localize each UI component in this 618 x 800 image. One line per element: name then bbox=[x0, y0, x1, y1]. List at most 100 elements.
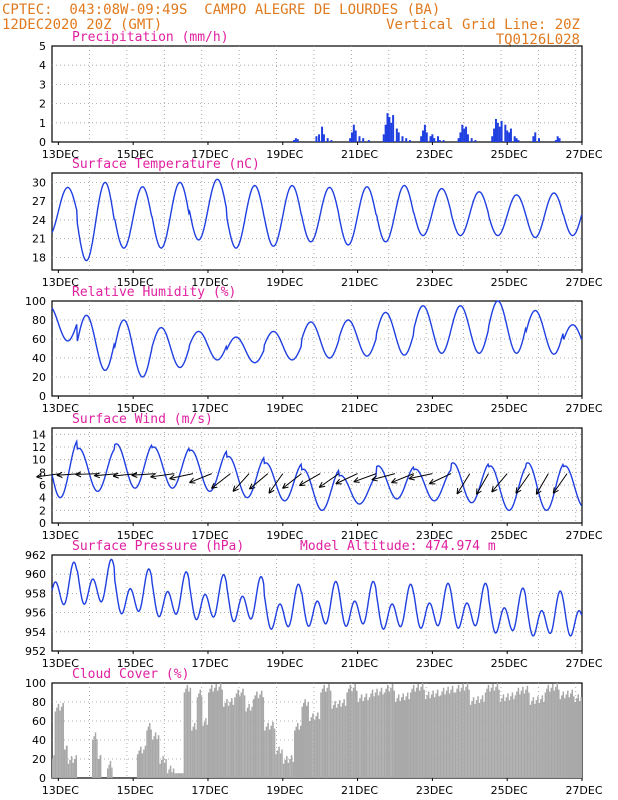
cloud-bar bbox=[149, 722, 151, 778]
cloud-bar bbox=[514, 695, 517, 778]
y-tick-label-precip: 3 bbox=[39, 78, 46, 91]
cloud-bar bbox=[523, 693, 526, 778]
cloud-bar bbox=[568, 697, 571, 778]
cloud-bar bbox=[70, 756, 73, 778]
precip-bar bbox=[315, 136, 318, 142]
panel-title-wind: Surface Wind (m/s) bbox=[72, 412, 213, 427]
wind-arrow-head bbox=[456, 487, 459, 495]
wind-arrow-head bbox=[515, 489, 522, 494]
cloud-bar bbox=[511, 692, 514, 778]
wind-arrow-head bbox=[232, 485, 236, 492]
y-tick-label-precip: 1 bbox=[39, 117, 46, 130]
cloud-bar bbox=[559, 699, 562, 778]
cloud-bar bbox=[468, 689, 470, 778]
cloud-bar bbox=[477, 696, 479, 778]
cloud-bar bbox=[320, 692, 322, 778]
cloud-bar bbox=[565, 694, 568, 778]
precip-bar bbox=[436, 136, 439, 142]
x-tick-label-rh: 21DEC bbox=[341, 402, 378, 415]
cloud-bar bbox=[411, 688, 413, 778]
wind-arrow-head bbox=[248, 483, 253, 490]
y-tick-label-precip: 0 bbox=[39, 136, 46, 149]
cloud-bar bbox=[417, 683, 419, 778]
wind-arrow bbox=[75, 473, 100, 475]
cloud-bar bbox=[459, 691, 461, 778]
y-tick-label-rh: 0 bbox=[39, 390, 46, 403]
y-tick-label-temp: 30 bbox=[32, 176, 46, 189]
cloud-bar bbox=[234, 697, 236, 778]
cloud-bar bbox=[207, 692, 210, 778]
wind-arrow-head bbox=[408, 474, 414, 479]
cloud-bar bbox=[537, 696, 539, 778]
cloud-bar bbox=[177, 773, 179, 778]
cloud-bar bbox=[516, 691, 518, 778]
x-tick-label-temp: 27DEC bbox=[565, 276, 602, 289]
wind-arrow-head bbox=[371, 475, 377, 481]
cloud-bar bbox=[296, 722, 299, 778]
cloud-bar bbox=[460, 687, 463, 778]
cloud-bar bbox=[72, 762, 74, 778]
wind-arrow-head bbox=[408, 478, 415, 481]
cloud-bar bbox=[409, 692, 412, 778]
cloud-bar bbox=[347, 688, 350, 778]
cloud-bar bbox=[310, 717, 313, 778]
cloud-bar bbox=[478, 702, 481, 778]
precip-bar bbox=[470, 138, 473, 142]
cloud-bar bbox=[423, 689, 425, 778]
cloud-bar bbox=[360, 694, 363, 778]
x-tick-label-cloud: 21DEC bbox=[341, 784, 378, 797]
precip-bar bbox=[326, 138, 329, 142]
cloud-bar bbox=[496, 683, 499, 778]
cloud-bar bbox=[499, 702, 502, 778]
y-tick-label-wind: 2 bbox=[39, 504, 46, 517]
cloud-bar bbox=[481, 695, 484, 778]
wind-arrow bbox=[476, 473, 489, 495]
cloud-bar bbox=[466, 683, 469, 778]
cloud-bar bbox=[504, 701, 506, 778]
cloud-bar bbox=[519, 694, 521, 778]
cloud-bar bbox=[549, 691, 551, 778]
cloud-bar bbox=[352, 687, 355, 778]
precip-bar bbox=[318, 134, 321, 142]
cloud-bar bbox=[180, 773, 183, 778]
cloud-bar bbox=[202, 725, 204, 778]
cloud-bar bbox=[547, 684, 550, 778]
y-tick-label-pres: 954 bbox=[25, 626, 46, 639]
cloud-bar bbox=[368, 697, 371, 778]
cloud-bar bbox=[555, 686, 557, 778]
cloud-bar bbox=[248, 703, 250, 778]
cloud-bar bbox=[165, 759, 167, 778]
x-tick-label-pres: 23DEC bbox=[416, 657, 453, 670]
cloud-bar bbox=[340, 706, 342, 778]
x-tick-label-wind: 15DEC bbox=[117, 529, 154, 542]
cloud-bar bbox=[543, 702, 545, 778]
wind-arrow bbox=[169, 473, 194, 480]
cloud-bar bbox=[363, 697, 366, 778]
precip-bar bbox=[425, 132, 428, 142]
cloud-bar bbox=[334, 701, 336, 778]
cloud-bar bbox=[385, 688, 387, 778]
cloud-bar bbox=[272, 721, 274, 778]
wind-arrow-head bbox=[75, 471, 82, 475]
x-tick-label-cloud: 25DEC bbox=[491, 784, 528, 797]
wind-arrow bbox=[211, 473, 231, 489]
cloud-bar bbox=[390, 687, 392, 778]
precip-bar bbox=[494, 118, 497, 142]
cloud-bar bbox=[493, 690, 496, 778]
precip-bar bbox=[429, 136, 432, 142]
cloud-bar bbox=[429, 698, 431, 778]
cloud-bar bbox=[374, 692, 377, 778]
cloud-bar bbox=[169, 765, 172, 778]
wind-arrow-head bbox=[94, 475, 101, 479]
cloud-bar bbox=[144, 745, 147, 778]
cloud-bar bbox=[251, 706, 253, 778]
precip-bar bbox=[500, 120, 503, 142]
x-tick-label-temp: 13DEC bbox=[42, 276, 79, 289]
cloud-bar bbox=[442, 687, 445, 778]
cloud-bar bbox=[448, 693, 451, 778]
wind-arrow-head bbox=[169, 474, 175, 479]
cloud-bar bbox=[222, 706, 225, 778]
precip-bar bbox=[352, 124, 355, 142]
y-tick-label-rh: 80 bbox=[32, 314, 46, 327]
cloud-bar bbox=[189, 687, 192, 778]
